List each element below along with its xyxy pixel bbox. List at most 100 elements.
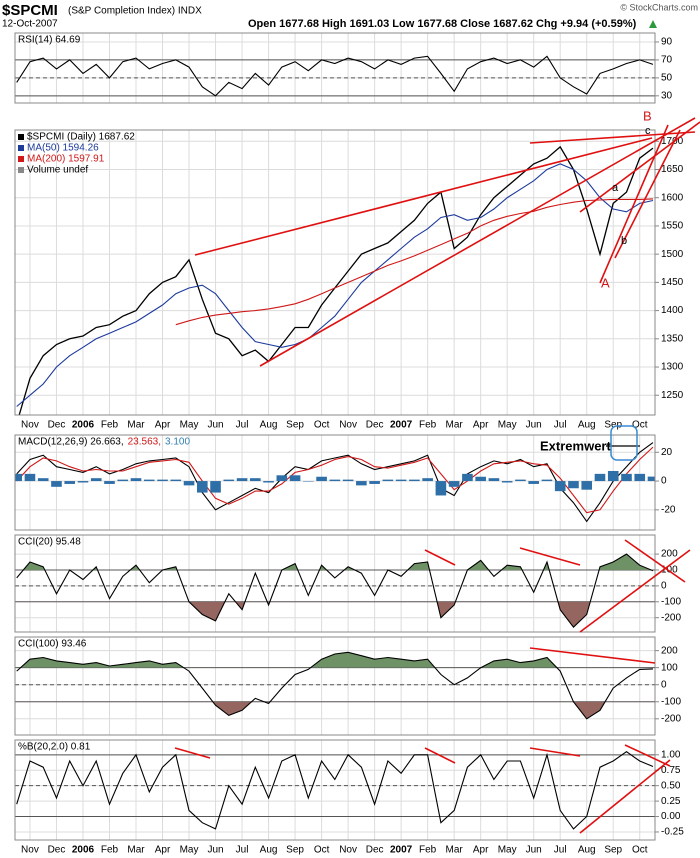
x-tick-label: Feb: [419, 845, 437, 856]
y-tick-label: 1600: [661, 192, 684, 203]
x-tick-label: Jul: [236, 420, 249, 431]
x-tick-label: Jul: [554, 420, 567, 431]
x-tick-label: Jun: [526, 845, 542, 856]
panel-frame: [14, 636, 656, 736]
x-tick-label: Mar: [127, 845, 145, 856]
histogram-bar: [104, 481, 115, 484]
quote: Open 1677.68 High 1691.03 Low 1677.68 Cl…: [248, 18, 637, 30]
x-tick-label: Aug: [578, 845, 596, 856]
plot-area: [16, 651, 654, 720]
x-tick-label: Dec: [48, 845, 66, 856]
y-tick-label: 0.00: [661, 811, 681, 822]
series-line: [16, 553, 654, 629]
y-tick-label: 70: [661, 55, 673, 66]
x-tick-label: Aug: [260, 420, 278, 431]
histogram-bar: [316, 476, 327, 482]
x-tick-label: Oct: [632, 420, 648, 431]
panel-frame: [14, 739, 656, 841]
y-tick-label: 0.25: [661, 796, 681, 807]
series-line: [175, 198, 654, 326]
y-tick-label: 1350: [661, 333, 684, 344]
x-tick-label: May: [498, 845, 517, 856]
histogram-bar: [342, 479, 354, 482]
legend-entry: MA(200) 1597.91: [27, 154, 105, 165]
panel-frame: [14, 534, 656, 633]
y-tick-label: 1500: [661, 249, 684, 260]
histogram-bar: [395, 479, 407, 482]
panel: -200 -100 0 100 200 CCI(20) 95.48: [14, 534, 681, 633]
y-tick-label: 1250: [661, 390, 684, 401]
x-tick-label: Oct: [314, 845, 330, 856]
panel-frame: [14, 129, 656, 416]
y-tick-label: 0.50: [661, 780, 681, 791]
plot-area: [16, 145, 654, 415]
x-tick-label: Dec: [366, 845, 384, 856]
histogram-bar: [24, 473, 36, 482]
panel-label: MACD(12,26,9) 26.663,: [18, 437, 124, 448]
plot-area: [16, 553, 654, 629]
panel-label: RSI(14) 64.69: [18, 35, 81, 46]
x-tick-label: Mar: [446, 845, 464, 856]
annotation: a: [612, 182, 619, 194]
histogram-bar: [581, 481, 593, 490]
histogram-bar: [130, 478, 142, 482]
histogram-bar: [382, 479, 394, 482]
y-tick-label: 0.75: [661, 765, 681, 776]
histogram-bar: [554, 481, 566, 492]
x-tick-label: Mar: [446, 420, 464, 431]
y-tick-label: 200: [661, 549, 678, 560]
x-tick-label: May: [180, 420, 199, 431]
histogram-bar: [236, 478, 248, 482]
y-tick-label: 1650: [661, 164, 684, 175]
series-line: [16, 442, 654, 523]
panel: -20 0 20 MACD(12,26,9) 26.663, 23.563, 3.100: [14, 434, 676, 531]
panel: 30 50 70 90 RSI(14) 64.69: [14, 32, 673, 104]
x-tick-label: Feb: [101, 420, 119, 431]
y-tick-label: 90: [661, 37, 673, 48]
x-tick-label: Jun: [207, 420, 223, 431]
x-tick-label: Nov: [21, 845, 39, 856]
histogram-bar: [51, 481, 62, 487]
y-tick-label: 30: [661, 90, 673, 101]
x-tick-label: Mar: [127, 420, 145, 431]
histogram-bar: [15, 473, 23, 482]
annotation: c: [645, 125, 651, 137]
panel-label: %B(20,2.0) 0.81: [18, 742, 91, 753]
histogram-bar: [515, 479, 526, 482]
x-tick-label: Oct: [632, 845, 648, 856]
histogram-bar: [303, 481, 314, 482]
histogram-bar: [157, 479, 168, 482]
series-line: [16, 446, 654, 514]
histogram-bar: [462, 473, 473, 482]
histogram-bar: [541, 479, 553, 482]
panel-frame: [14, 434, 656, 531]
series-line: [16, 163, 654, 407]
y-tick-label: -200: [661, 612, 681, 623]
series-line: [16, 55, 654, 97]
legend-swatch: [18, 134, 24, 140]
y-tick-label: -20: [661, 504, 676, 515]
date: 12-Oct-2007: [2, 19, 58, 30]
plot-area: [16, 751, 654, 830]
y-tick-label: 1400: [661, 305, 684, 316]
y-tick-label: 100: [661, 662, 678, 673]
x-tick-label: Apr: [473, 420, 489, 431]
x-tick-label: Sep: [286, 420, 304, 431]
plot-area: [15, 442, 655, 523]
x-tick-label: Sep: [604, 845, 622, 856]
index-name: (S&P Completion Index) INDX: [68, 6, 202, 17]
x-tick-label: Apr: [155, 420, 171, 431]
x-tick-label: Jun: [207, 845, 223, 856]
histogram-bar: [143, 479, 155, 482]
panel-label: CCI(100) 93.46: [18, 639, 87, 650]
x-tick-label: Apr: [155, 845, 171, 856]
series-line: [16, 651, 654, 720]
indicator-trend-lines: [174, 539, 691, 834]
histogram-bar: [90, 478, 102, 482]
indicator-fill: [16, 652, 653, 668]
x-tick-label: Dec: [366, 420, 384, 431]
x-tick-label: Feb: [101, 845, 119, 856]
histogram-bar: [210, 481, 221, 493]
panel-label: 23.563,: [128, 437, 161, 448]
y-tick-label: 0: [661, 581, 667, 592]
